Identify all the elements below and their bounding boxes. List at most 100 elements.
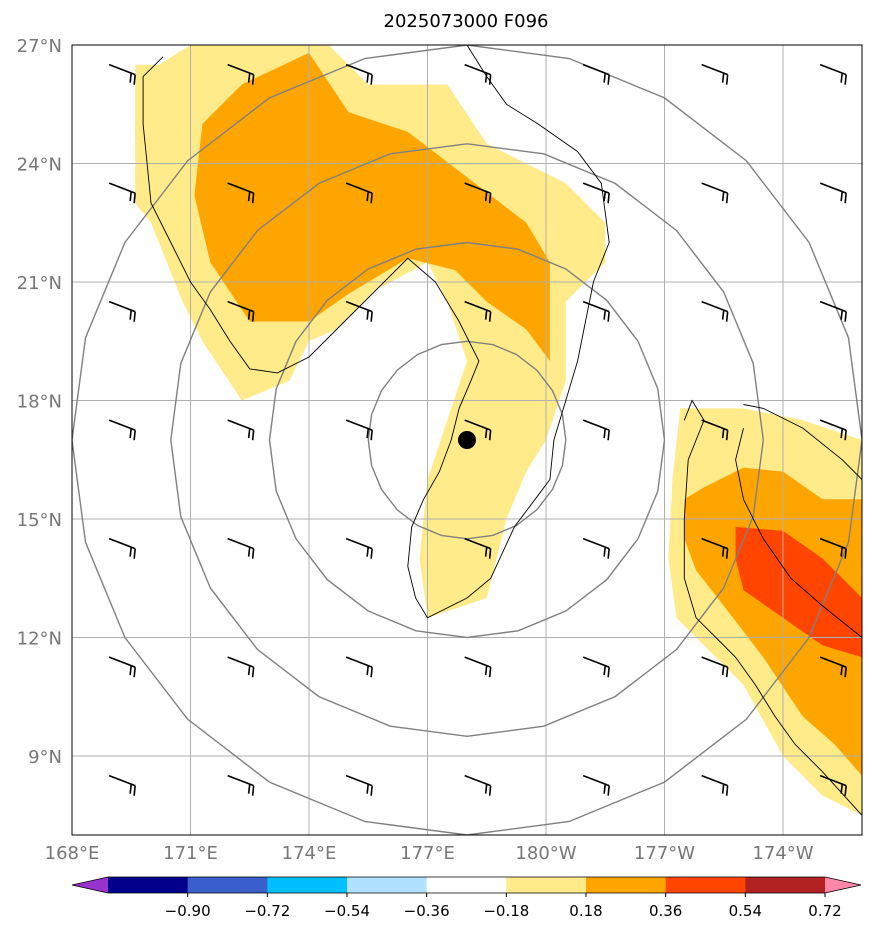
wind-barb-flag [725, 785, 729, 796]
wind-barb-shaft [701, 537, 728, 550]
wind-barb-flag [488, 311, 492, 322]
wind-barb [582, 182, 610, 204]
wind-barb-flag [607, 430, 610, 441]
wind-barb-shaft [582, 656, 610, 668]
wind-barb-flag [725, 74, 729, 85]
wind-barb-flag [366, 784, 369, 794]
wind-barb [582, 63, 610, 85]
x-tick-label: 180°W [515, 843, 576, 864]
wind-barb-flag [721, 429, 725, 439]
wind-barb-flag [844, 430, 847, 441]
wind-barb-flag [840, 784, 843, 794]
x-tick-label: 168°E [45, 843, 100, 864]
wind-barb-shaft [345, 656, 373, 668]
wind-barb-flag [370, 548, 373, 559]
wind-barb [227, 63, 255, 85]
wind-barb-shaft [464, 537, 491, 550]
map-frame [71, 44, 863, 836]
wind-barb [582, 537, 610, 559]
wind-barb-flag [607, 667, 610, 678]
wind-barb-shaft [108, 419, 136, 431]
wind-barb-shaft [464, 63, 491, 76]
wind-barb-flag [607, 548, 610, 559]
wind-barb-flag [247, 429, 251, 439]
wind-barb-shaft [819, 419, 847, 431]
wind-barb-flag [725, 667, 729, 678]
contour-lines [142, 45, 862, 816]
wind-barb-flag [488, 430, 492, 441]
wind-barb-shaft [108, 182, 136, 194]
wind-barb-flag [247, 310, 251, 320]
contour-line-0 [142, 45, 610, 619]
wind-barb [464, 300, 492, 322]
wind-barb-flag [251, 785, 255, 796]
wind-barb [108, 537, 136, 559]
wind-barb-shaft [108, 656, 136, 668]
y-tick-label: 24°N [17, 155, 62, 176]
wind-barb-shaft [108, 537, 136, 550]
wind-barb-flag [721, 192, 725, 202]
wind-barb-flag [129, 429, 132, 439]
wind-barb [819, 774, 847, 796]
wind-barb-flag [844, 74, 847, 85]
wind-barb-flag [721, 784, 725, 794]
wind-barb-flag [484, 784, 488, 794]
colorbar-tick-label: 0.72 [808, 902, 841, 920]
colorbar-extend-low [72, 877, 108, 893]
wind-barb-flag [721, 547, 725, 557]
wind-barb-shaft [227, 300, 254, 313]
wind-barb [701, 300, 729, 322]
x-tick-label: 174°W [752, 843, 813, 864]
colorbar-segment [426, 877, 507, 893]
colorbar-tick-label: −0.36 [404, 902, 450, 920]
wind-barb [701, 774, 729, 796]
wind-barb-flag [840, 192, 843, 202]
wind-barb-shaft [345, 419, 373, 431]
colorbar-tick-label: −0.54 [324, 902, 370, 920]
wind-barb [227, 656, 255, 678]
chart-title: 2025073000 F096 [384, 11, 549, 32]
wind-barb-flag [603, 310, 606, 320]
wind-barb-flag [133, 667, 136, 678]
y-tick-label: 18°N [17, 392, 62, 413]
wind-barb-flag [129, 784, 132, 794]
wind-barb-flag [488, 667, 492, 678]
wind-barb-flag [366, 666, 369, 676]
gridlines [72, 45, 862, 835]
wind-barb-flag [607, 193, 610, 204]
wind-barb-shaft [227, 63, 254, 76]
wind-barb-shaft [345, 63, 373, 76]
wind-barb-shaft [464, 656, 491, 668]
wind-barb-flag [844, 785, 847, 796]
x-tick-label: 177°E [400, 843, 455, 864]
wind-barb-shaft [701, 656, 728, 668]
wind-barb-flag [607, 785, 610, 796]
wind-barb-shaft [819, 182, 847, 194]
colorbar-outline [71, 876, 862, 894]
wind-barb-shaft [701, 774, 728, 787]
wind-barb [345, 419, 373, 441]
colorbar-segment [745, 877, 826, 893]
wind-barb-shaft [701, 300, 728, 313]
wind-barb [701, 419, 729, 441]
wind-barb-shaft [819, 300, 847, 313]
wind-barb-flag [603, 429, 606, 439]
wind-barb [345, 63, 373, 85]
wind-barb-shaft [464, 419, 491, 431]
wind-barb-flag [484, 310, 488, 320]
colorbar-segment [665, 877, 746, 893]
wind-barb-flag [247, 547, 251, 557]
wind-barb [819, 300, 847, 322]
x-tick-label: 171°E [163, 843, 218, 864]
wind-barb [701, 63, 729, 85]
wind-barb-flag [840, 666, 843, 676]
wind-barb [227, 182, 255, 204]
wind-barb-shaft [464, 774, 491, 787]
wind-barb-shaft [464, 300, 491, 313]
wind-barb [819, 182, 847, 204]
y-tick-label: 9°N [28, 747, 62, 768]
wind-barb-shaft [227, 182, 254, 194]
filled-region-3 [684, 467, 862, 776]
wind-barb-shaft [108, 63, 136, 76]
wind-barb-flag [603, 784, 606, 794]
